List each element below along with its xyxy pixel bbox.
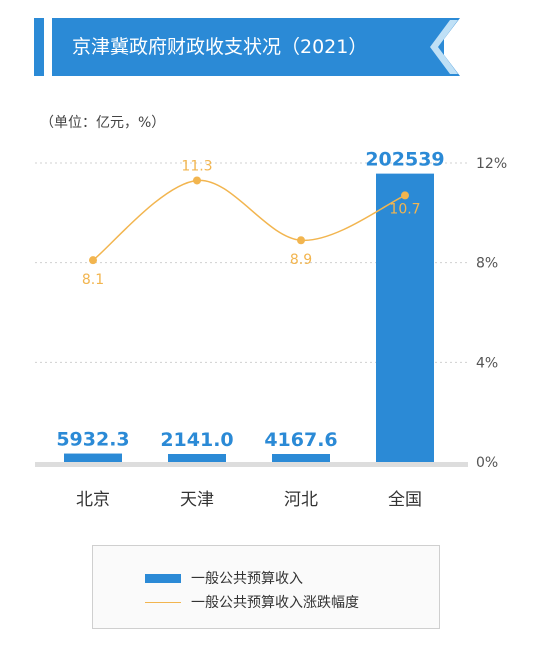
growth-line [92, 179, 406, 261]
chart-title: 京津冀政府财政收支状况（2021） [72, 36, 368, 58]
x-category-label: 全国 [388, 490, 422, 510]
line-value-label: 8.9 [290, 252, 312, 268]
bar [272, 454, 330, 462]
line-value-label: 8.1 [82, 272, 104, 288]
y-right-tick-label: 4% [476, 355, 498, 371]
line-point [89, 256, 97, 265]
y-right-tick-label: 8% [476, 256, 498, 272]
title-banner: 京津冀政府财政收支状况（2021） [52, 18, 444, 76]
legend: 一般公共预算收入 一般公共预算收入涨跌幅度 [92, 545, 440, 629]
bar [376, 173, 434, 462]
bar-value-label: 4167.6 [264, 429, 337, 451]
bar-value-label: 202539 [365, 149, 444, 171]
x-category-label: 北京 [76, 490, 110, 510]
legend-bar-label: 一般公共预算收入 [191, 571, 303, 587]
x-category-label: 天津 [180, 490, 214, 510]
legend-line-swatch [145, 601, 181, 603]
line-point [297, 236, 305, 245]
title-accent [34, 18, 44, 76]
legend-item-bar: 一般公共预算收入 [145, 568, 303, 588]
line-point [401, 191, 409, 200]
line-point [193, 176, 201, 185]
x-category-label: 河北 [284, 490, 318, 510]
line-value-label: 10.7 [389, 201, 420, 217]
y-right-tick-label: 0% [476, 455, 498, 471]
bar [64, 453, 122, 462]
chart-area: 0% 4% 8% 12% 5932.3 2141.0 4167.6 202539 8.1 11.3… [35, 149, 507, 510]
bar-value-label: 5932.3 [56, 429, 129, 451]
unit-label: （单位：亿元，%） [40, 115, 166, 131]
x-axis-baseline [35, 462, 468, 467]
bar [168, 454, 226, 462]
legend-bar-swatch [145, 573, 181, 583]
title-chevron-icon [422, 18, 460, 76]
bar-value-label: 2141.0 [160, 429, 233, 451]
line-value-label: 11.3 [181, 158, 212, 174]
legend-line-label: 一般公共预算收入涨跌幅度 [191, 595, 359, 611]
y-right-tick-label: 12% [476, 156, 507, 172]
legend-item-line: 一般公共预算收入涨跌幅度 [145, 592, 359, 612]
